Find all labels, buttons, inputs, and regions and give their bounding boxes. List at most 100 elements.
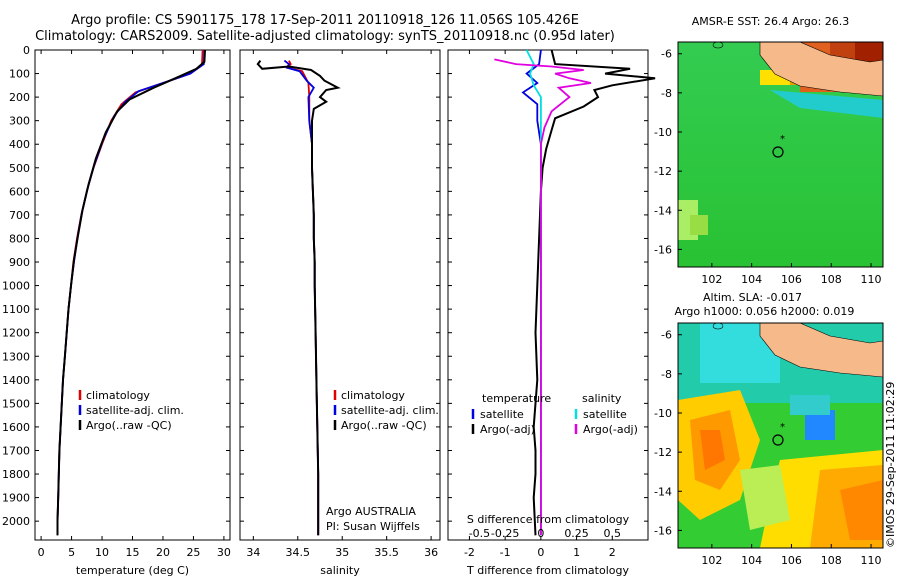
sst-map-title: AMSR-E SST: 26.4 Argo: 26.3 <box>692 15 850 28</box>
difference-xtick-label: 2 <box>609 546 616 559</box>
sst-map-image: * <box>678 42 883 267</box>
diff-legend-label: Argo(-adj) <box>583 423 638 436</box>
sla-map-xtick-label: 108 <box>821 554 842 567</box>
diff-s-tick-label: 0.5 <box>604 527 622 540</box>
difference-xtick-label: 0 <box>537 546 544 559</box>
salinity-xtick-label: 36 <box>424 546 438 559</box>
salinity-series-2 <box>256 60 341 536</box>
sla-map-xtick-label: 102 <box>701 554 722 567</box>
temperature-xtick-label: 25 <box>186 546 200 559</box>
svg-text:*: * <box>780 422 785 433</box>
figure-title-line2: Climatology: CARS2009. Satellite-adjuste… <box>35 29 615 44</box>
diff-legend-label: Argo(-adj) <box>480 423 535 436</box>
sst-map-xtick-label: 110 <box>861 273 882 286</box>
difference-xtick-label: 1 <box>573 546 580 559</box>
diff-legend-label: satellite <box>583 408 627 421</box>
diff-s-tick-label: -0.5 <box>469 527 490 540</box>
temperature-legend-label: Argo(..raw -QC) <box>86 419 172 432</box>
salinity-xlabel: salinity <box>320 564 360 577</box>
sla-map-title: Altim. SLA: -0.017 <box>703 291 802 304</box>
sst-map-ytick-label: -16 <box>654 243 672 256</box>
temperature-axes-frame <box>34 49 231 541</box>
depth-tick-label: 100 <box>9 68 30 81</box>
difference-xlabel: T difference from climatology <box>466 564 629 577</box>
depth-tick-label: 800 <box>9 232 30 245</box>
depth-tick-label: 1300 <box>2 350 30 363</box>
diff-s-tick-label: 0 <box>537 527 544 540</box>
depth-tick-label: 1700 <box>2 444 30 457</box>
depth-tick-label: 700 <box>9 209 30 222</box>
depth-tick-label: 1900 <box>2 492 30 505</box>
depth-tick-label: 900 <box>9 256 30 269</box>
sst-map-xtick-label: 102 <box>701 273 722 286</box>
depth-tick-label: 200 <box>9 91 30 104</box>
argo-pi-label: PI: Susan Wijffels <box>326 520 420 533</box>
salinity-xtick-label: 34 <box>246 546 260 559</box>
figure-title-line1: Argo profile: CS 5901175_178 17-Sep-2011… <box>71 13 579 28</box>
difference-xtick-label: -2 <box>464 546 475 559</box>
sla-map-ytick-label: -10 <box>654 407 672 420</box>
sla-map-xtick-label: 104 <box>741 554 762 567</box>
sst-map-xtick-label: 108 <box>821 273 842 286</box>
sla-map-xtick-label: 110 <box>861 554 882 567</box>
diff-legend-temp-title: temperature <box>482 392 551 405</box>
temperature-legend-label: climatology <box>86 389 150 402</box>
argo-program-label: Argo AUSTRALIA <box>326 505 416 518</box>
diff-legend-label: satellite <box>480 408 524 421</box>
sst-map-ytick-label: -8 <box>661 87 672 100</box>
diff-s-tick-label: -0.25 <box>491 527 519 540</box>
depth-tick-label: 400 <box>9 138 30 151</box>
depth-tick-label: 1100 <box>2 303 30 316</box>
depth-tick-label: 1200 <box>2 327 30 340</box>
salinity-legend-label: Argo(..raw -QC) <box>341 419 427 432</box>
sla-map-xtick-label: 106 <box>781 554 802 567</box>
temperature-xtick-label: 0 <box>38 546 45 559</box>
salinity-legend-label: climatology <box>341 389 405 402</box>
sla-map-image: * <box>678 323 883 548</box>
credit-text: ©IMOS 29-Sep-2011 11:02:29 <box>884 381 897 548</box>
sst-map-ytick-label: -10 <box>654 126 672 139</box>
salinity-xtick-label: 34.5 <box>286 546 311 559</box>
diff-s-tick-label: 0.25 <box>564 527 589 540</box>
svg-text:*: * <box>780 134 785 145</box>
depth-tick-label: 0 <box>23 44 30 57</box>
difference-xtick-label: -1 <box>500 546 511 559</box>
salinity-xtick-label: 35.5 <box>374 546 399 559</box>
temperature-series-2 <box>56 49 206 536</box>
temperature-legend-label: satellite-adj. clim. <box>86 404 184 417</box>
sla-map-frame <box>677 322 884 549</box>
salinity-axes-frame <box>239 49 441 541</box>
temperature-xtick-label: 30 <box>217 546 231 559</box>
diff-legend-sal-title: salinity <box>582 392 622 405</box>
sla-map-ytick-label: -14 <box>654 485 672 498</box>
difference-series-3 <box>494 58 592 536</box>
depth-tick-label: 1800 <box>2 468 30 481</box>
temperature-xtick-label: 5 <box>68 546 75 559</box>
depth-tick-label: 500 <box>9 162 30 175</box>
temperature-xlabel: temperature (deg C) <box>76 564 189 577</box>
depth-tick-label: 600 <box>9 185 30 198</box>
depth-tick-label: 2000 <box>2 515 30 528</box>
depth-tick-label: 1400 <box>2 374 30 387</box>
sst-map-frame <box>677 41 884 268</box>
sst-map-ytick-label: -6 <box>661 48 672 61</box>
diff-top-label: S difference from climatology <box>467 513 630 526</box>
sst-map-ytick-label: -14 <box>654 204 672 217</box>
salinity-legend-label: satellite-adj. clim. <box>341 404 439 417</box>
sla-map-ytick-label: -8 <box>661 368 672 381</box>
depth-tick-label: 1500 <box>2 397 30 410</box>
sst-map-xtick-label: 106 <box>781 273 802 286</box>
difference-series-1 <box>532 49 656 536</box>
sst-map-xtick-label: 104 <box>741 273 762 286</box>
salinity-xtick-label: 35 <box>335 546 349 559</box>
temperature-xtick-label: 10 <box>95 546 109 559</box>
temperature-xtick-label: 15 <box>126 546 140 559</box>
temperature-xtick-label: 20 <box>156 546 170 559</box>
sla-map-ytick-label: -12 <box>654 446 672 459</box>
sla-map-ytick-label: -16 <box>654 524 672 537</box>
sla-map-subtitle: Argo h1000: 0.056 h2000: 0.019 <box>675 305 855 318</box>
depth-tick-label: 1000 <box>2 280 30 293</box>
depth-tick-label: 300 <box>9 115 30 128</box>
depth-tick-label: 1600 <box>2 421 30 434</box>
